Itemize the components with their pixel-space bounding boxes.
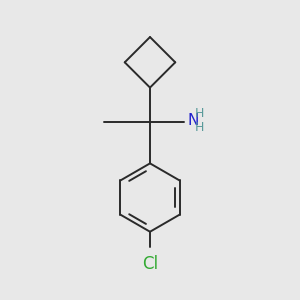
- Text: N: N: [187, 113, 199, 128]
- Text: H: H: [195, 121, 205, 134]
- Text: H: H: [195, 107, 205, 120]
- Text: Cl: Cl: [142, 254, 158, 272]
